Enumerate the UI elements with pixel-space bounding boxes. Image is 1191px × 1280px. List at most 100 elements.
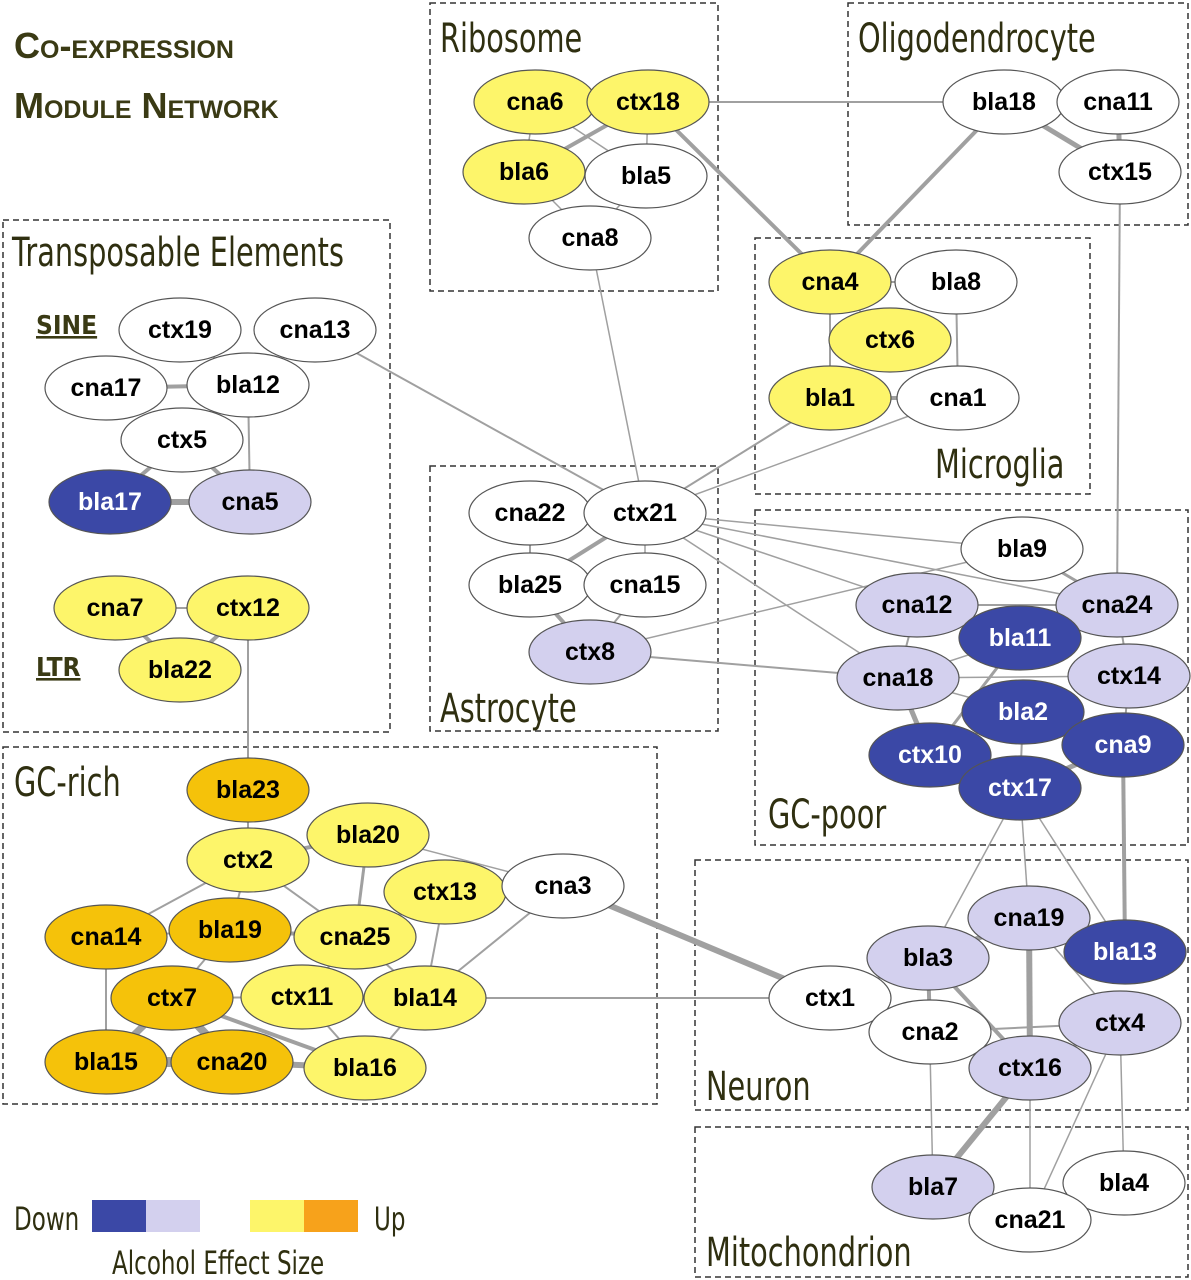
node-label: ctx19: [148, 316, 212, 344]
node-label: ctx18: [616, 88, 680, 116]
node: [44, 904, 168, 970]
node: [968, 1035, 1092, 1101]
node: [528, 205, 652, 271]
module-label: Mitochondrion: [706, 1230, 912, 1276]
node-label: bla9: [997, 535, 1047, 563]
node-label: cna9: [1095, 731, 1152, 759]
module-label: GC-poor: [768, 792, 887, 838]
node-label: bla11: [989, 624, 1052, 652]
node-label: cna13: [280, 316, 351, 344]
node-label: cna5: [222, 488, 279, 516]
node-label: cna3: [535, 872, 592, 900]
node-label: bla17: [78, 488, 142, 516]
node-label: cna4: [802, 268, 859, 296]
node-label: ctx10: [898, 741, 962, 769]
node: [768, 249, 892, 315]
node: [855, 572, 979, 638]
title-line: Module Network: [14, 85, 279, 126]
node-label: bla5: [621, 162, 671, 190]
node: [528, 619, 652, 685]
legend-up: Up: [374, 1200, 405, 1238]
node-label: cna18: [863, 664, 934, 692]
module-box: [429, 465, 719, 732]
edge: [1029, 1022, 1121, 1221]
node-label: bla18: [972, 88, 1036, 116]
node: [186, 575, 310, 641]
node-label: bla6: [499, 158, 549, 186]
node: [1063, 919, 1187, 985]
node: [501, 853, 625, 919]
node-label: cna2: [902, 1018, 959, 1046]
node-label: bla13: [1093, 938, 1157, 966]
node-label: cna1: [930, 384, 987, 412]
legend-down: Down: [14, 1200, 79, 1238]
edge: [828, 100, 1006, 284]
node: [868, 999, 992, 1065]
node: [293, 904, 417, 970]
node-label: bla7: [908, 1173, 958, 1201]
node-label: ctx6: [865, 326, 915, 354]
module-label: Ribosome: [440, 16, 582, 62]
node: [44, 355, 168, 421]
module-box: [694, 859, 1189, 1111]
edge: [646, 100, 832, 284]
node: [868, 722, 992, 788]
node: [1058, 139, 1182, 205]
node: [110, 965, 234, 1031]
node: [186, 352, 310, 418]
node-label: bla1: [805, 384, 855, 412]
node: [306, 802, 430, 868]
node-label: bla19: [198, 916, 262, 944]
node: [836, 645, 960, 711]
node: [768, 965, 892, 1031]
node-label: bla15: [74, 1048, 138, 1076]
node: [303, 1035, 427, 1101]
node-label: ctx13: [413, 878, 477, 906]
node: [967, 885, 1091, 951]
node: [1062, 1150, 1186, 1216]
node-label: cna6: [507, 88, 564, 116]
edge: [314, 329, 646, 514]
node-label: bla12: [216, 371, 280, 399]
node: [866, 925, 990, 991]
node: [1056, 69, 1180, 135]
node-label: bla20: [336, 821, 400, 849]
node: [828, 307, 952, 373]
node: [48, 469, 172, 535]
node: [1055, 572, 1179, 638]
node-label: ctx5: [157, 426, 207, 454]
legend-swatch: [304, 1200, 358, 1232]
title-line: Co-expression: [14, 25, 234, 66]
node-label: cna25: [320, 923, 391, 951]
node-label: cna15: [610, 571, 681, 599]
node-label: ctx16: [998, 1054, 1062, 1082]
node: [188, 469, 312, 535]
edge: [927, 957, 934, 1188]
legend-swatch: [92, 1200, 146, 1232]
module-label: Transposable Elements: [11, 230, 344, 276]
node: [186, 827, 310, 893]
node-label: cna19: [994, 904, 1065, 932]
node-label: ctx21: [613, 499, 677, 527]
node: [968, 1187, 1092, 1253]
edge: [589, 237, 646, 514]
node: [118, 297, 242, 363]
legend-swatch: [250, 1200, 304, 1232]
node: [240, 964, 364, 1030]
node: [1067, 643, 1191, 709]
edge: [644, 512, 899, 679]
module-label: Oligodendrocyte: [858, 16, 1096, 62]
edge: [1116, 171, 1121, 606]
node-label: cna8: [562, 224, 619, 252]
edge: [589, 548, 1023, 653]
edge: [644, 397, 959, 514]
module-label: Astrocyte: [440, 686, 577, 732]
node: [871, 1154, 995, 1220]
node-label: bla14: [393, 984, 457, 1012]
node: [583, 552, 707, 618]
legend-caption: Alcohol Effect Size: [112, 1244, 324, 1280]
node-label: cna11: [1083, 88, 1153, 116]
node-label: ctx15: [1088, 158, 1152, 186]
node-label: cna7: [87, 594, 144, 622]
